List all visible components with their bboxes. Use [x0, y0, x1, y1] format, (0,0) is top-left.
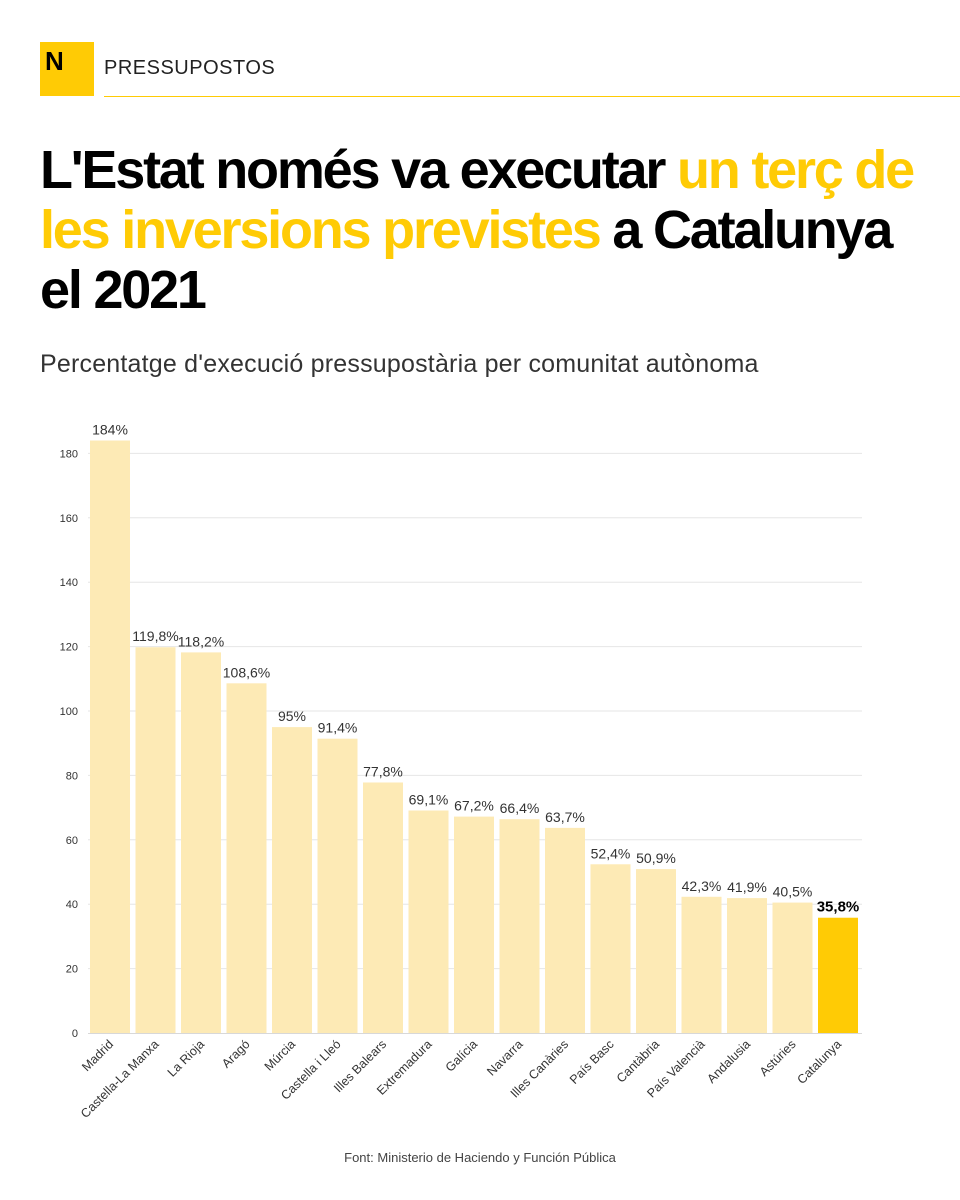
bar: [454, 816, 494, 1033]
x-tick-label: Astúries: [757, 1037, 799, 1079]
data-label: 42,3%: [682, 878, 722, 894]
data-label: 77,8%: [363, 763, 403, 779]
y-tick-label: 140: [60, 577, 78, 589]
data-label: 69,1%: [409, 791, 449, 807]
data-label: 119,8%: [132, 628, 178, 644]
bar: [363, 782, 403, 1033]
data-label: 50,9%: [636, 850, 676, 866]
data-label: 67,2%: [454, 798, 494, 814]
x-tick-label: Galícia: [443, 1037, 480, 1074]
y-tick-label: 160: [60, 513, 78, 525]
title-part1: L'Estat només va executar: [40, 140, 677, 200]
title-highlight: un terç de les inversions previstes: [40, 140, 915, 260]
bar: [590, 864, 631, 1033]
bar: [408, 810, 449, 1033]
x-tick-label: Navarra: [484, 1037, 525, 1078]
data-label: 52,4%: [591, 845, 631, 861]
bar: [181, 652, 221, 1033]
header-divider: [104, 96, 960, 97]
data-label: 35,8%: [817, 899, 860, 916]
title-part2: a Catalunya el 2021: [40, 200, 893, 320]
bar: [772, 902, 813, 1033]
brand-logo[interactable]: N: [40, 42, 94, 96]
source-note: Font: Ministerio de Haciendo y Función P…: [344, 1150, 616, 1165]
data-label: 66,4%: [500, 800, 540, 816]
x-tick-label: Madrid: [79, 1037, 116, 1074]
y-tick-label: 0: [72, 1028, 78, 1040]
data-label: 41,9%: [727, 879, 767, 895]
bar: [272, 727, 312, 1033]
bar: [226, 683, 267, 1033]
header: N PRESSUPOSTOS: [40, 42, 960, 98]
data-label: 40,5%: [773, 884, 813, 900]
y-tick-label: 60: [66, 835, 78, 847]
data-label: 108,6%: [223, 664, 270, 680]
data-label: 95%: [278, 708, 306, 724]
data-label: 91,4%: [318, 720, 358, 736]
y-tick-label: 80: [66, 770, 78, 782]
x-tick-label: Castella-La Manxa: [78, 1037, 162, 1121]
y-tick-label: 20: [66, 964, 78, 976]
y-tick-label: 100: [60, 706, 78, 718]
x-tick-label: País Basc: [567, 1037, 617, 1087]
x-tick-label: Múrcia: [262, 1037, 298, 1073]
bar: [545, 827, 585, 1033]
page-title: L'Estat només va executar un terç de les…: [40, 140, 920, 320]
bar: [317, 738, 358, 1033]
data-label: 118,2%: [178, 633, 224, 649]
y-tick-label: 120: [60, 642, 78, 654]
bar: [727, 898, 767, 1033]
y-tick-label: 40: [66, 899, 78, 911]
x-tick-label: La Rioja: [165, 1037, 207, 1079]
y-tick-label: 180: [60, 448, 78, 460]
bar: [135, 647, 176, 1033]
bar: [818, 917, 858, 1033]
bar: [499, 819, 540, 1033]
x-tick-label: Andalusia: [704, 1037, 753, 1086]
x-tick-label: Cantàbria: [614, 1037, 662, 1085]
x-tick-label: Catalunya: [794, 1037, 844, 1087]
bar: [90, 440, 130, 1033]
bar: [636, 869, 676, 1033]
bar: [681, 896, 722, 1033]
data-label: 63,7%: [545, 809, 585, 825]
x-tick-label: Aragó: [219, 1037, 253, 1071]
data-label: 184%: [92, 422, 128, 438]
section-label[interactable]: PRESSUPOSTOS: [104, 57, 276, 79]
chart-subtitle: Percentatge d'execució pressupostària pe…: [40, 350, 759, 378]
bar-chart: 0 20 40 60 80 100 120 140 160 180 184% Madrid 119,8%…: [60, 422, 862, 1121]
